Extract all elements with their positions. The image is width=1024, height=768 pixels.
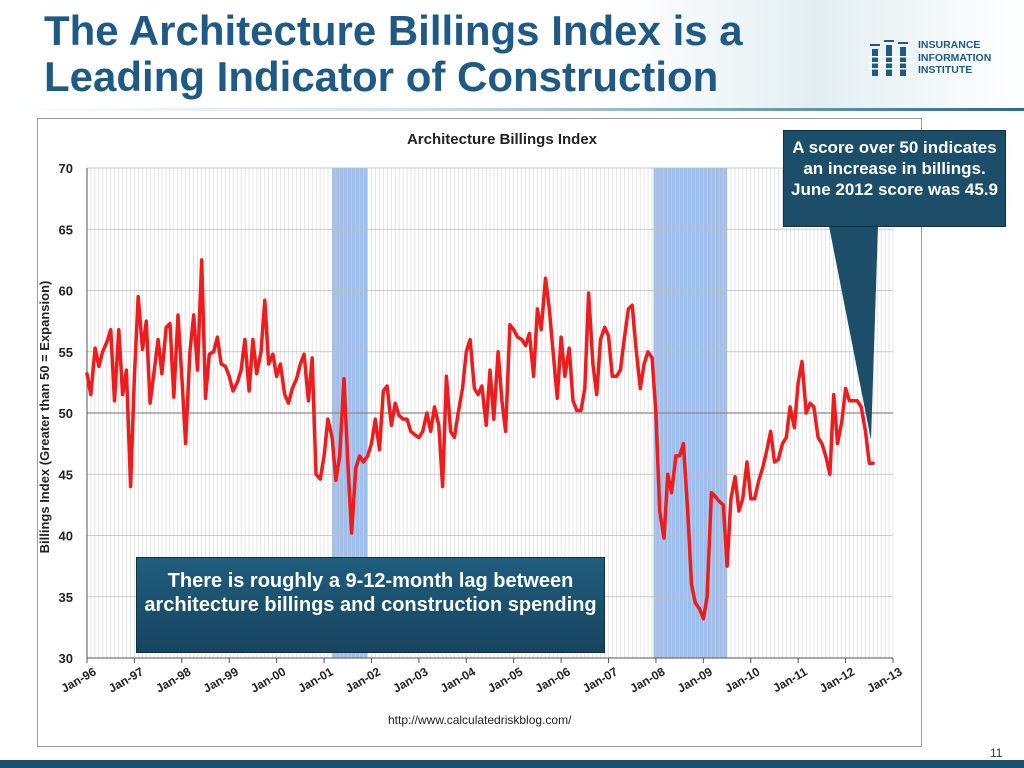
slide-title-line-2: Leading Indicator of Construction (44, 53, 719, 100)
x-tick-label: Jan-09 (675, 664, 715, 695)
x-tick-label: Jan-01 (296, 664, 336, 695)
y-tick-label: 65 (59, 222, 73, 237)
x-tick-label: Jan-98 (153, 664, 193, 695)
y-tick-label: 60 (59, 284, 73, 299)
y-tick-label: 30 (59, 651, 73, 666)
y-axis-label: Billings Index (Greater than 50 = Expans… (37, 281, 52, 554)
x-tick-label: Jan-08 (628, 664, 668, 695)
x-tick-label: Jan-99 (201, 664, 241, 695)
x-tick-label: Jan-04 (438, 664, 478, 695)
slide-title-line-1: The Architecture Billings Index is a (44, 7, 743, 54)
iii-logo-mark-icon (868, 40, 912, 76)
y-tick-label: 35 (59, 590, 73, 605)
source-url: http://www.calculatedriskblog.com/ (388, 713, 572, 727)
score-callout: A score over 50 indicates an increase in… (783, 130, 1006, 227)
iii-logo-text: INSURANCE INFORMATION INSTITUTE (918, 39, 991, 77)
y-tick-label: 45 (59, 467, 73, 482)
lag-note-box: There is roughly a 9-12-month lag betwee… (136, 557, 605, 653)
y-tick-label: 40 (59, 529, 73, 544)
logo-line-3: INSTITUTE (918, 64, 973, 76)
x-tick-label: Jan-13 (865, 664, 905, 695)
x-tick-label: Jan-00 (248, 664, 288, 695)
y-tick-label: 55 (59, 345, 73, 360)
x-tick-label: Jan-06 (533, 664, 573, 695)
slide-header (0, 0, 1024, 108)
series-line-abi (85, 258, 875, 621)
x-tick-label: Jan-07 (580, 664, 620, 695)
slide-title: The Architecture Billings Index is a Lea… (44, 8, 844, 100)
page-number: 11 (990, 746, 1003, 760)
x-tick-label: Jan-97 (106, 664, 146, 695)
x-tick-label: Jan-11 (770, 664, 810, 695)
x-tick-label: Jan-03 (390, 664, 430, 695)
iii-logo: INSURANCE INFORMATION INSTITUTE (868, 38, 1018, 78)
x-tick-label: Jan-05 (485, 664, 525, 695)
x-tick-label: Jan-02 (343, 664, 383, 695)
x-tick-label: Jan-12 (817, 664, 857, 695)
y-tick-label: 50 (59, 406, 73, 421)
logo-line-2: INFORMATION (918, 51, 992, 64)
x-tick-label: Jan-96 (59, 664, 99, 695)
logo-line-1: INSURANCE (918, 39, 981, 51)
header-divider (0, 108, 1024, 111)
x-tick-label: Jan-10 (722, 664, 762, 695)
chart-title: Architecture Billings Index (407, 131, 598, 148)
y-tick-label: 70 (59, 161, 73, 176)
footer-bar (0, 760, 1024, 768)
